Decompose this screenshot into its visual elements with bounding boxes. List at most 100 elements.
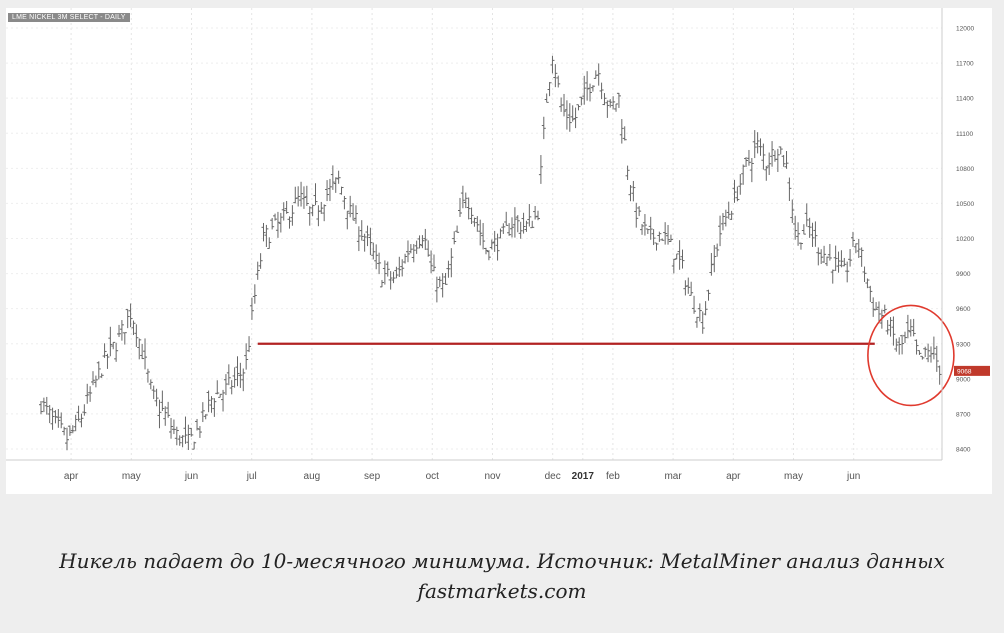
ohlc-bar (784, 150, 789, 169)
ohlc-bar (642, 214, 647, 236)
ohlc-bar (923, 346, 928, 357)
ohlc-bar (411, 244, 416, 263)
ohlc-bar (530, 220, 535, 229)
ohlc-bar (166, 401, 171, 418)
ohlc-bar (562, 93, 567, 117)
ohlc-bar (553, 64, 558, 88)
ohlc-bar (391, 271, 396, 284)
ohlc-bar (429, 250, 434, 274)
ohlc-bar (686, 277, 691, 294)
ohlc-bar (151, 385, 156, 400)
ohlc-bar (706, 289, 711, 301)
ohlc-bar (504, 211, 509, 226)
ohlc-bar (934, 345, 939, 372)
x-tick-label: may (122, 471, 141, 482)
ohlc-bar (914, 339, 919, 355)
ohlc-bar (290, 205, 295, 226)
ohlc-bar (602, 93, 607, 106)
ohlc-bar (238, 362, 243, 388)
ohlc-bar (145, 368, 150, 383)
ohlc-bar (703, 301, 708, 316)
ohlc-bar (720, 213, 725, 231)
ohlc-bar (469, 207, 474, 224)
ohlc-bar (654, 242, 659, 251)
ohlc-bar (171, 419, 176, 435)
ohlc-bar (134, 324, 139, 347)
ohlc-bar (533, 205, 538, 220)
ohlc-bar (377, 252, 382, 275)
ohlc-bar (258, 253, 263, 269)
ohlc-bar (41, 397, 46, 413)
ohlc-bar (157, 399, 162, 429)
y-tick-label: 8400 (956, 447, 971, 454)
ohlc-bar (122, 332, 127, 345)
ohlc-bar (501, 223, 506, 234)
ohlc-bar (463, 192, 468, 209)
ohlc-bar (203, 414, 208, 420)
ohlc-bar (683, 280, 688, 296)
ohlc-bar (544, 93, 549, 103)
ohlc-bar (397, 256, 402, 278)
ohlc-bar (160, 390, 165, 412)
ohlc-bar (663, 222, 668, 245)
ohlc-bar (249, 297, 254, 320)
ohlc-bar (478, 219, 483, 246)
ohlc-bar (579, 96, 584, 106)
y-tick-label: 9900 (956, 271, 971, 278)
ohlc-bar (365, 225, 370, 247)
ohlc-bar (278, 212, 283, 233)
ohlc-bar (255, 261, 260, 280)
ohlc-bar (819, 249, 824, 264)
ohlc-bar (928, 346, 933, 363)
ohlc-bar (209, 396, 214, 413)
ohlc-bar (729, 210, 734, 220)
ohlc-bar (897, 337, 902, 355)
ohlc-bar (327, 178, 332, 202)
ohlc-bar (839, 250, 844, 268)
x-tick-label: mar (664, 471, 682, 482)
ohlc-bar (339, 186, 344, 195)
ohlc-bar (547, 82, 552, 97)
ohlc-bar (885, 320, 890, 335)
x-tick-label: may (784, 471, 803, 482)
ohlc-bar (888, 317, 893, 337)
ohlc-bar (385, 261, 390, 277)
ohlc-bar (631, 180, 636, 202)
ohlc-bar (301, 186, 306, 209)
ohlc-bar (749, 158, 754, 183)
ohlc-bar (264, 224, 269, 248)
ohlc-bar (460, 185, 465, 209)
ohlc-bar (637, 206, 642, 217)
ohlc-bar (128, 303, 133, 328)
ohlc-bar (495, 233, 500, 261)
ohlc-bar (813, 221, 818, 247)
ohlc-bar (926, 343, 931, 363)
x-tick-label: apr (726, 471, 741, 482)
ohlc-bar (65, 427, 70, 451)
ohlc-bar (593, 70, 598, 79)
ohlc-bar (102, 343, 107, 358)
ohlc-bar (772, 150, 777, 162)
x-tick-label: dec (545, 471, 561, 482)
ohlc-bar (744, 157, 749, 167)
ohlc-bar (645, 228, 650, 234)
y-tick-label: 11400 (956, 96, 974, 103)
ohlc-bar (379, 279, 384, 288)
ohlc-bar (82, 404, 87, 416)
ohlc-bar (694, 316, 699, 328)
ohlc-bar (778, 146, 783, 155)
ohlc-bar (576, 104, 581, 111)
ohlc-bar (333, 177, 338, 193)
ohlc-bar (564, 100, 569, 130)
ohlc-bar (767, 152, 772, 176)
ohlc-bar (59, 412, 64, 429)
ohlc-bar (307, 206, 312, 226)
ohlc-bar (226, 364, 231, 386)
ohlc-bar (336, 170, 341, 184)
ohlc-bar (125, 309, 130, 329)
ohlc-bar (937, 365, 942, 385)
ohlc-bar (440, 273, 445, 298)
ohlc-bar (293, 186, 298, 204)
ohlc-bar (512, 207, 517, 238)
ohlc-bar (96, 361, 101, 380)
